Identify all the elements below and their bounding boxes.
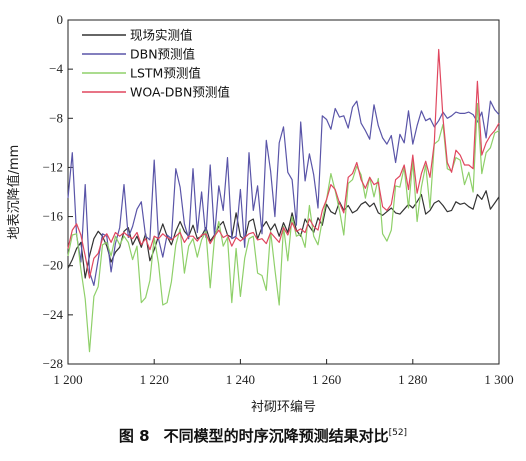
figure-caption: 图 8 不同模型的时序沉降预测结果对比[52] [0,425,526,446]
x-tick-label: 1 280 [398,372,427,387]
y-tick-label: −8 [49,110,63,125]
y-tick-label: −16 [43,209,64,224]
y-tick-label: −12 [43,159,63,174]
series-layer [67,48,500,353]
y-tick-label: −24 [43,307,64,322]
legend-label: WOA-DBN预测值 [130,85,230,100]
x-tick-label: 1 240 [226,372,255,387]
legend-label: DBN预测值 [130,47,195,62]
y-tick-label: −20 [43,258,63,273]
series-line-1 [67,190,500,279]
chart-canvas: 现场实测值 DBN预测值 LSTM预测值 WOA-DBN预测值 0 −4 −8 −12 −16… [6,12,514,415]
y-tick-label: 0 [57,12,64,27]
y-tick-label: −28 [43,356,63,371]
series-line-2 [67,100,500,286]
legend-label: LSTM预测值 [130,66,201,81]
x-tick-label: 1 200 [53,372,82,387]
series-line-4 [67,48,500,279]
figure-caption-text: 不同模型的时序沉降预测结果对比 [163,427,389,445]
y-axis-title: 地表沉降值/mm [6,145,22,240]
series-line-3 [67,102,500,353]
figure-reference: [52] [388,428,408,438]
x-tick-label: 1 260 [312,372,341,387]
legend-label: 现场实测值 [130,28,193,43]
axis-ticks [67,19,500,365]
legend: 现场实测值 DBN预测值 LSTM预测值 WOA-DBN预测值 [82,28,230,100]
x-axis-title: 衬砌环编号 [251,400,316,415]
x-tick-label: 1 300 [484,372,513,387]
tick-labels: 0 −4 −8 −12 −16 −20 −24 −281 200 1 220 1 240 1 260… [43,12,514,387]
figure-number: 图 8 [118,427,150,445]
x-tick-label: 1 220 [140,372,169,387]
y-tick-label: −4 [49,61,63,76]
